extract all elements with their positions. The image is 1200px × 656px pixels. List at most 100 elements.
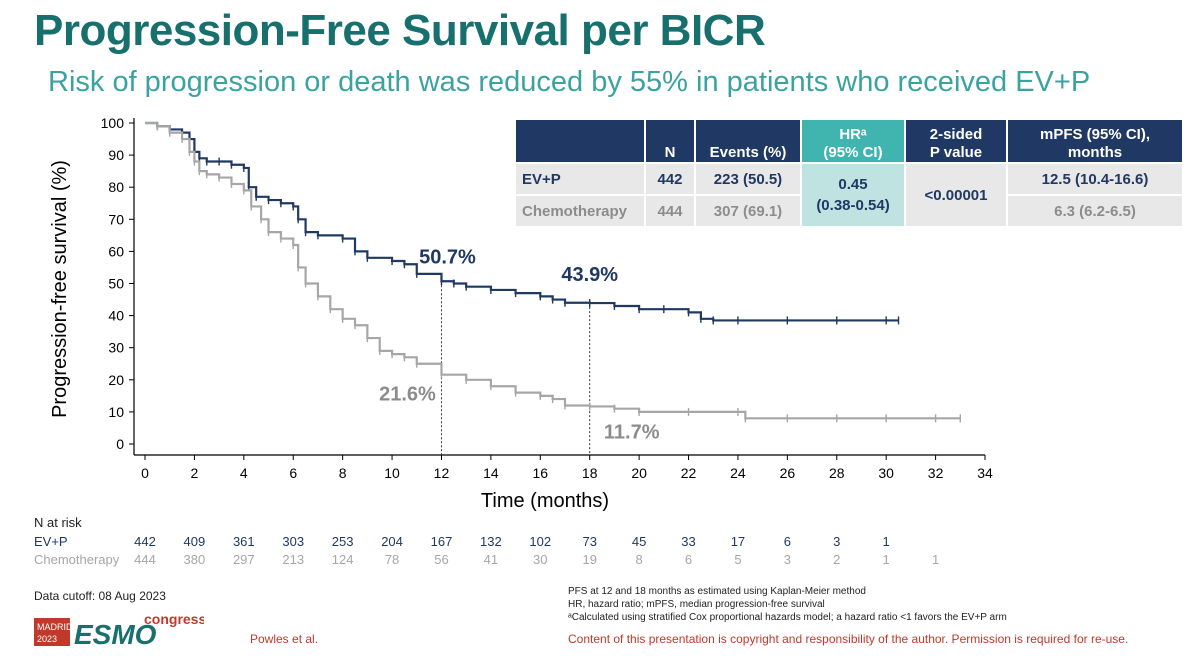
risk-table-title: N at risk bbox=[34, 515, 82, 530]
table-header-mpfs: mPFS (95% CI), months bbox=[1008, 120, 1182, 162]
risk-count-chemo: 5 bbox=[734, 552, 742, 567]
footnote-1: PFS at 12 and 18 months as estimated usi… bbox=[568, 586, 866, 597]
risk-count-chemo: 8 bbox=[635, 552, 643, 567]
row-evp-arm: EV+P bbox=[516, 164, 644, 194]
y-tick-label: 20 bbox=[108, 372, 124, 388]
km-chart: 0 2 4 6 8 10 12 14 16 18 20 22 24 26 28 30 32 34010203040… bbox=[49, 115, 993, 512]
risk-count-evp: 303 bbox=[282, 534, 305, 549]
risk-count-chemo: 6 bbox=[684, 552, 693, 567]
x-tick-label: 4 bbox=[240, 465, 248, 481]
risk-count-evp: 17 bbox=[730, 534, 746, 549]
y-tick-label: 50 bbox=[108, 276, 124, 292]
row-chemo-arm: Chemotherapy bbox=[516, 196, 644, 226]
copyright-notice: Content of this presentation is copyrigh… bbox=[568, 632, 1129, 646]
x-axis-label: Time (months) bbox=[481, 490, 609, 512]
risk-count-chemo: 1 bbox=[931, 552, 940, 567]
pvalue-header-text: 2-sided P value bbox=[929, 126, 983, 161]
risk-count-chemo: 124 bbox=[331, 552, 354, 567]
table-header-n: N bbox=[646, 120, 694, 162]
risk-count-evp: 6 bbox=[783, 534, 791, 549]
results-table: N Events (%) HRᵃ (95% CI) 2-sided P valu… bbox=[514, 118, 1184, 228]
annotation-label: 43.9% bbox=[561, 264, 618, 286]
risk-count-chemo: 1 bbox=[882, 552, 890, 567]
p-value-cell: <0.00001 bbox=[906, 164, 1006, 226]
y-tick-label: 70 bbox=[108, 211, 124, 227]
y-tick-label: 90 bbox=[108, 147, 124, 163]
risk-count-evp: 73 bbox=[582, 534, 597, 549]
y-tick-label: 40 bbox=[108, 308, 124, 324]
risk-count-evp: 33 bbox=[681, 534, 696, 549]
x-tick-label: 2 bbox=[191, 465, 199, 481]
x-tick-label: 18 bbox=[582, 465, 598, 481]
risk-count-chemo: 380 bbox=[183, 552, 206, 567]
page-title: Progression-Free Survival per BICR bbox=[34, 6, 766, 55]
y-tick-label: 30 bbox=[108, 340, 124, 356]
x-tick-label: 6 bbox=[289, 465, 297, 481]
risk-count-chemo: 78 bbox=[384, 552, 400, 567]
risk-count-chemo: 3 bbox=[783, 552, 791, 567]
risk-label-evp: EV+P bbox=[34, 534, 68, 549]
x-tick-label: 26 bbox=[780, 465, 796, 481]
risk-count-chemo: 297 bbox=[232, 552, 255, 567]
annotation-label: 11.7% bbox=[604, 421, 660, 443]
x-tick-label: 28 bbox=[829, 465, 845, 481]
x-tick-label: 30 bbox=[878, 465, 894, 481]
risk-count-evp: 3 bbox=[833, 534, 841, 549]
risk-count-evp: 102 bbox=[529, 534, 552, 549]
annotation-label: 50.7% bbox=[419, 246, 476, 268]
risk-count-chemo: 213 bbox=[282, 552, 305, 567]
hr-value: 0.45 bbox=[838, 176, 868, 193]
y-tick-label: 10 bbox=[108, 404, 124, 420]
authors: Powles et al. bbox=[250, 632, 319, 646]
page-subtitle: Risk of progression or death was reduced… bbox=[48, 66, 1091, 98]
risk-count-evp: 204 bbox=[381, 534, 403, 549]
esmo-logo: MADRID 2023 ESMO congress bbox=[34, 612, 204, 646]
y-axis-label: Progression-free survival (%) bbox=[49, 160, 71, 418]
row-chemo-events: 307 (69.1) bbox=[696, 196, 800, 226]
risk-count-evp: 253 bbox=[331, 534, 354, 549]
x-tick-label: 0 bbox=[141, 465, 149, 481]
row-chemo-mpfs: 6.3 (6.2-6.5) bbox=[1008, 196, 1182, 226]
y-tick-label: 100 bbox=[101, 115, 125, 131]
risk-label-chemo: Chemotherapy bbox=[34, 552, 120, 567]
table-header-arm bbox=[516, 120, 644, 162]
row-chemo-n: 444 bbox=[646, 196, 694, 226]
risk-count-evp: 442 bbox=[134, 534, 156, 549]
risk-count-evp: 409 bbox=[183, 534, 206, 549]
table-header-hr: HRᵃ (95% CI) bbox=[802, 120, 904, 162]
footnote-3: ᵃCalculated using stratified Cox proport… bbox=[568, 612, 1007, 623]
x-tick-label: 8 bbox=[339, 465, 347, 481]
table-header-events: Events (%) bbox=[696, 120, 800, 162]
hr-ci: (0.38-0.54) bbox=[816, 197, 890, 214]
x-tick-label: 14 bbox=[483, 465, 499, 481]
row-evp-mpfs: 12.5 (10.4-16.6) bbox=[1008, 164, 1182, 194]
hr-value-cell: 0.45 (0.38-0.54) bbox=[802, 164, 904, 226]
risk-count-chemo: 2 bbox=[833, 552, 841, 567]
risk-count-chemo: 30 bbox=[533, 552, 548, 567]
x-tick-label: 34 bbox=[977, 465, 993, 481]
table-header-pvalue: 2-sided P value bbox=[906, 120, 1006, 162]
logo-brand: ESMO bbox=[74, 619, 157, 646]
y-tick-label: 80 bbox=[108, 179, 124, 195]
risk-count-evp: 167 bbox=[430, 534, 453, 549]
risk-count-evp: 361 bbox=[232, 534, 255, 549]
risk-count-chemo: 41 bbox=[483, 552, 499, 567]
y-tick-label: 0 bbox=[116, 436, 124, 452]
y-tick-label: 60 bbox=[108, 243, 124, 259]
footnote-2: HR, hazard ratio; mPFS, median progressi… bbox=[568, 599, 825, 610]
risk-count-chemo: 19 bbox=[582, 552, 597, 567]
logo-year: 2023 bbox=[37, 634, 57, 644]
x-tick-label: 12 bbox=[434, 465, 450, 481]
logo-city: MADRID bbox=[37, 622, 73, 632]
x-tick-label: 10 bbox=[384, 465, 400, 481]
hr-header-text: HRᵃ (95% CI) bbox=[823, 126, 883, 161]
risk-count-chemo: 444 bbox=[134, 552, 156, 567]
risk-count-evp: 45 bbox=[631, 534, 647, 549]
x-tick-label: 24 bbox=[730, 465, 746, 481]
risk-count-evp: 1 bbox=[882, 534, 890, 549]
annotation-label: 21.6% bbox=[379, 384, 436, 406]
x-tick-label: 20 bbox=[631, 465, 647, 481]
risk-count-evp: 132 bbox=[480, 534, 502, 549]
logo-word: congress bbox=[144, 612, 204, 627]
data-cutoff: Data cutoff: 08 Aug 2023 bbox=[34, 589, 166, 603]
